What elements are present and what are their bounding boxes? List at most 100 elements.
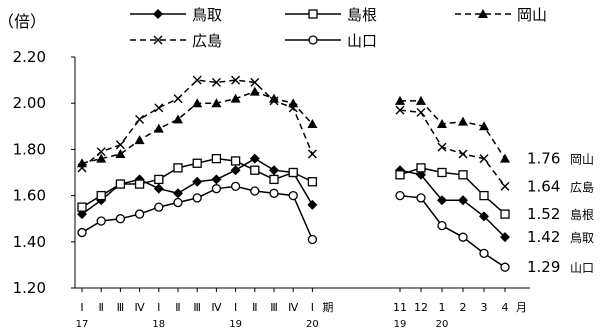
data-point [173,163,183,173]
data-point [96,216,106,226]
data-point [458,170,468,180]
x-tick-label: Ⅱ [252,301,257,314]
data-point [115,214,126,224]
x-tick-label: Ⅳ [288,301,299,314]
y-unit-label: （倍） [0,12,46,31]
data-point [395,170,405,180]
y-tick-label: 1.60 [13,187,46,205]
data-point [416,107,426,117]
data-point [479,248,489,259]
year-label: 20 [306,319,319,330]
year-label: 17 [76,319,89,330]
month-suffix-label: 月 [516,301,527,314]
year-label: 19 [229,319,242,330]
data-point [154,202,164,212]
plot-area [77,75,510,272]
end-value-label: 1.76 [527,150,560,168]
data-point [192,176,203,187]
legend-item: 山口 [285,32,377,50]
data-point [192,158,202,168]
legend-item: 鳥取 [130,6,222,24]
data-point [115,179,126,189]
data-point [500,209,510,219]
data-point [154,174,164,185]
data-point [153,183,164,194]
x-tick-label: Ⅲ [270,301,278,314]
legend-marker [153,9,163,19]
series-line-monthly [400,100,506,160]
data-point [115,140,125,150]
legend-label: 岡山 [517,6,547,24]
data-point [134,209,145,219]
end-series-name: 広島 [570,179,594,194]
data-point [500,153,510,163]
data-point [231,75,241,85]
end-series-name: 鳥取 [570,230,594,245]
data-point [154,103,164,113]
x-tick-label: 12 [414,301,428,314]
x-tick-label: 2 [460,301,467,314]
x-tick-label: Ⅰ [311,301,314,314]
series-広島 [77,75,510,191]
x-tick-label: Ⅲ [117,301,125,314]
end-series-name: 島根 [570,207,594,222]
data-point [437,142,447,152]
x-tick-label: 11 [393,301,407,314]
data-point [479,190,489,201]
data-point [230,156,241,166]
data-point [288,167,298,178]
y-tick-label: 2.00 [13,94,46,112]
x-tick-label: Ⅳ [135,301,146,314]
data-point [134,179,145,189]
y-tick-label: 2.20 [13,48,46,66]
data-point [307,177,318,187]
data-point [458,195,468,206]
data-point [395,190,405,201]
data-point [250,77,260,87]
data-point [416,95,426,105]
data-point [77,163,87,173]
data-point [230,181,241,192]
x-tick-label: Ⅰ [80,301,83,314]
data-point [437,167,447,178]
data-point [173,114,183,124]
data-point [153,123,164,133]
data-point [395,95,405,105]
data-point [173,188,183,199]
end-value-label: 1.42 [527,228,560,246]
data-point [250,186,260,196]
data-point [458,232,468,242]
year-label: 20 [436,319,449,330]
data-point [230,165,241,176]
x-tick-label: 4 [502,301,509,314]
series-山口 [77,181,510,272]
x-tick-label: Ⅰ [157,301,160,314]
data-point [307,118,318,128]
data-point [96,153,107,163]
x-tick-label: Ⅳ [211,301,222,314]
data-point [416,163,426,173]
y-tick-label: 1.40 [13,233,46,251]
data-point [134,135,145,145]
data-point [416,193,426,203]
data-point [288,190,298,201]
legend-item: 広島 [130,32,222,50]
legend-marker [153,35,163,45]
data-point [479,121,489,131]
series-岡山 [77,86,510,168]
data-point [250,165,260,175]
data-point [211,184,222,194]
data-point [211,153,222,164]
data-point [479,211,489,222]
data-point [500,232,510,243]
legend-marker [478,9,488,18]
x-tick-label: Ⅰ [234,301,237,314]
legend-marker [308,9,318,19]
data-point [96,147,106,157]
data-point [135,114,145,124]
x-tick-label: Ⅲ [193,301,201,314]
data-point [437,195,447,206]
data-point [307,149,317,159]
data-point [192,98,203,108]
